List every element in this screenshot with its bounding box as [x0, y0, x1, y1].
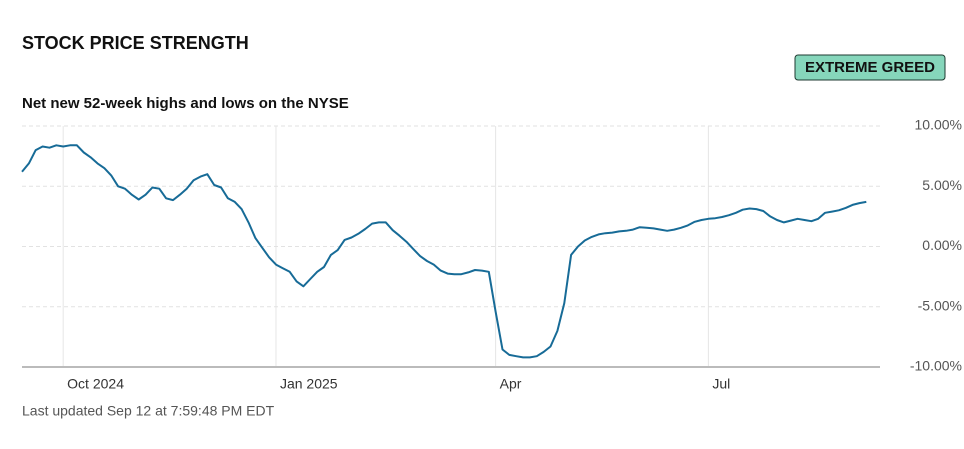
x-tick-label: Apr: [500, 376, 522, 392]
data-line: [21, 144, 867, 359]
x-tick-label: Jul: [712, 376, 730, 392]
last-updated: Last updated Sep 12 at 7:59:48 PM EDT: [22, 403, 275, 419]
chart-title: Net new 52-week highs and lows on the NY…: [22, 95, 349, 112]
y-tick-label: -5.00%: [918, 297, 962, 313]
badge-box: [794, 54, 946, 81]
y-tick-label: 0.00%: [922, 237, 962, 253]
card-title: STOCK PRICE STRENGTH: [22, 33, 249, 53]
x-tick-label: Oct 2024: [67, 376, 124, 392]
y-tick-label: 5.00%: [922, 177, 962, 193]
x-tick-label: Jan 2025: [280, 376, 338, 392]
y-tick-label: 10.00%: [915, 117, 962, 133]
y-tick-label: -10.00%: [910, 358, 962, 374]
badge-text: EXTREME GREED: [805, 59, 935, 76]
